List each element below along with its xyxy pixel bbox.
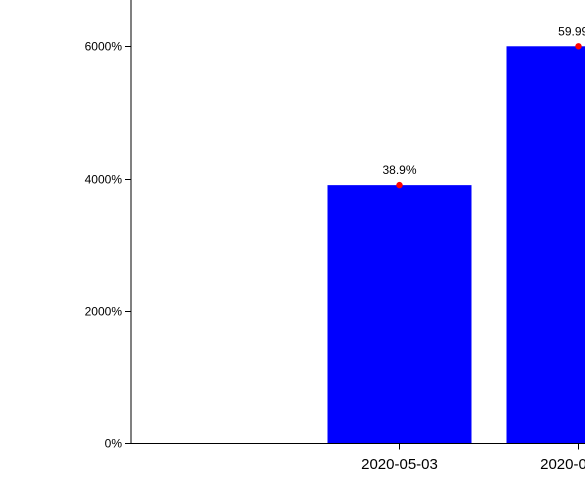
y-tick-label: 6000% <box>85 40 123 54</box>
x-axis-ticks: 2020-05-03 2020-05-04 <box>361 443 585 473</box>
y-tick-label: 0% <box>105 437 123 451</box>
x-tick-label-2020-05-04: 2020-05-04 <box>540 456 585 473</box>
marker-2020-05-03 <box>396 181 403 189</box>
marker-2020-05-04 <box>575 43 582 50</box>
data-label-2020-05-03: 38.9% <box>382 163 416 177</box>
y-tick-label: 2000% <box>85 305 123 319</box>
y-tick-label: 4000% <box>85 173 123 187</box>
bars-group <box>327 46 585 444</box>
bar-2020-05-04 <box>506 46 585 444</box>
data-labels-group: 38.9% 59.99% <box>382 24 585 177</box>
markers-group <box>396 43 582 189</box>
x-tick-label-2020-05-03: 2020-05-03 <box>361 456 438 473</box>
data-label-2020-05-04: 59.99% <box>558 24 585 38</box>
bar-2020-05-03 <box>327 185 472 443</box>
y-axis-ticks: 0% 2000% 4000% 6000% <box>85 40 131 451</box>
